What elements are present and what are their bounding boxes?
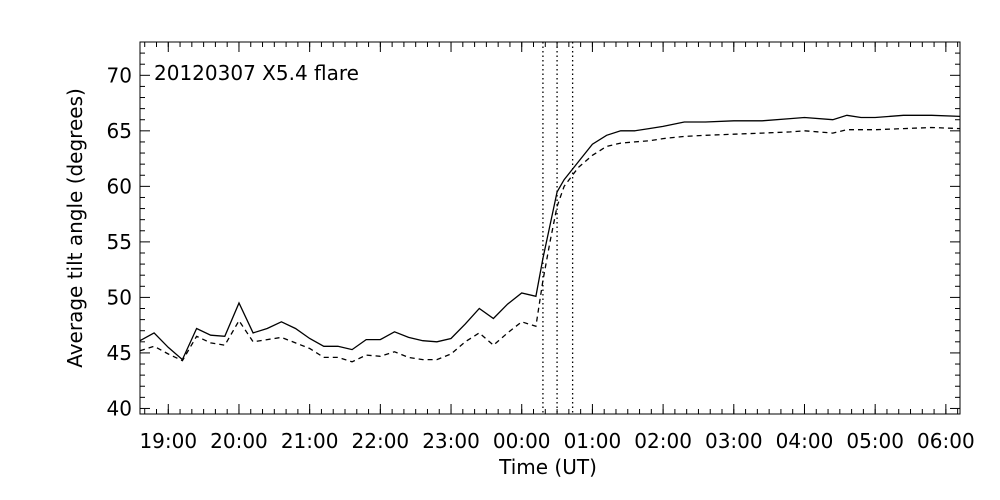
y-tick-label: 45: [107, 341, 132, 365]
y-tick-label: 70: [107, 63, 132, 87]
x-tick-label: 21:00: [281, 429, 339, 453]
y-tick-label: 55: [107, 230, 132, 254]
y-tick-label: 40: [107, 396, 132, 420]
x-tick-label: 20:00: [210, 429, 268, 453]
x-tick-label: 00:00: [493, 429, 551, 453]
chart-annotation: 20120307 X5.4 flare: [154, 61, 359, 85]
series-line-solid: [139, 114, 961, 361]
y-tick-labels: 40 45 50 55 60 65 70: [107, 63, 132, 420]
x-tick-label: 06:00: [917, 429, 975, 453]
flare-time-markers: [542, 42, 574, 414]
y-axis-title: Average tilt angle (degrees): [63, 88, 87, 368]
x-tick-label: 02:00: [634, 429, 692, 453]
y-tick-label: 65: [107, 119, 132, 143]
x-tick-labels: 19:00 20:00 21:00 22:00 23:00 00:00 01:00 02:00…: [139, 429, 974, 453]
axis-ticks: [140, 41, 960, 414]
y-tick-label: 50: [107, 285, 132, 309]
plot-frame: [139, 41, 961, 415]
series-line-dashed: [139, 126, 961, 363]
x-tick-label: 01:00: [564, 429, 622, 453]
x-tick-label: 23:00: [422, 429, 480, 453]
x-tick-label: 04:00: [776, 429, 834, 453]
y-tick-label: 60: [107, 174, 132, 198]
x-tick-label: 03:00: [705, 429, 763, 453]
x-tick-label: 22:00: [352, 429, 410, 453]
x-axis-title: Time (UT): [498, 455, 597, 479]
x-tick-label: 05:00: [846, 429, 904, 453]
series-layer: [139, 114, 961, 363]
x-tick-label: 19:00: [139, 429, 197, 453]
